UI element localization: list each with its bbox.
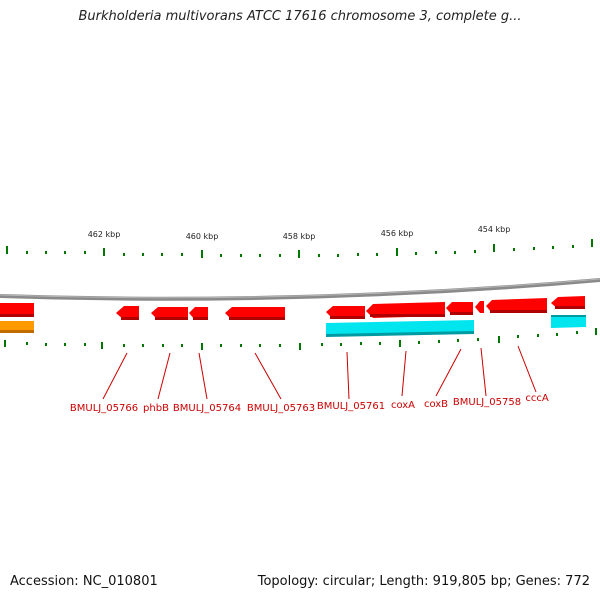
scale-label: 460 kbp <box>186 232 219 241</box>
gene-label[interactable]: BMULJ_05758 <box>453 397 521 408</box>
gene-arrow[interactable] <box>225 307 285 320</box>
gene-label[interactable]: BMULJ_05763 <box>247 403 315 414</box>
gene-label[interactable]: BMULJ_05761 <box>317 401 385 412</box>
gene-arrow[interactable] <box>116 306 139 320</box>
gene-arrow[interactable] <box>189 307 208 320</box>
accession-text: Accession: NC_010801 <box>10 574 158 589</box>
gene-arrow[interactable] <box>551 296 585 309</box>
forward-genes <box>0 296 585 320</box>
scale-label: 462 kbp <box>88 230 121 239</box>
chromosome-backbone <box>0 278 600 301</box>
orange-feature <box>0 321 34 333</box>
gene-arrow[interactable] <box>0 303 34 317</box>
gene-arrow[interactable] <box>475 301 484 313</box>
gene-arrow[interactable] <box>151 307 188 320</box>
page-title: Burkholderia multivorans ATCC 17616 chro… <box>78 9 522 24</box>
gene-label[interactable]: coxA <box>391 400 415 411</box>
upper-tick-row <box>6 239 593 258</box>
scale-label: 458 kbp <box>283 232 316 241</box>
gene-label[interactable]: BMULJ_05766 <box>70 403 138 414</box>
gene-arrow[interactable] <box>326 306 365 319</box>
gene-arrow[interactable] <box>446 302 473 315</box>
gene-leader-lines <box>102 345 537 400</box>
gene-label[interactable]: BMULJ_05764 <box>173 403 241 414</box>
scale-label: 456 kbp <box>381 229 414 238</box>
cyan-block[interactable] <box>551 315 586 328</box>
gene-label[interactable]: coxB <box>424 399 448 410</box>
genome-summary-text: Topology: circular; Length: 919,805 bp; … <box>257 574 590 589</box>
lower-tick-row <box>4 328 597 350</box>
gene-arrow[interactable] <box>486 298 547 313</box>
scale-label: 454 kbp <box>478 225 511 234</box>
cyan-features <box>326 315 586 337</box>
gene-label[interactable]: phbB <box>143 403 169 414</box>
gene-label[interactable]: cccA <box>525 393 548 404</box>
